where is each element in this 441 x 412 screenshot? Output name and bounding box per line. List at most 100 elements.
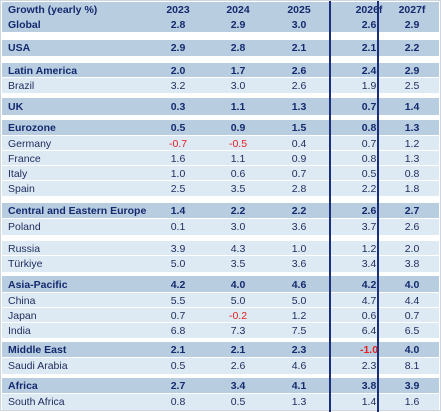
value-cell: 1.6 [170,152,186,165]
value-cell: 1.1 [230,100,246,113]
value-cell: 2.0 [404,242,420,255]
row-label: Global [8,18,41,31]
row-separator [2,77,439,78]
value-cell: 4.0 [404,344,420,356]
value-cell: -1.0 [359,344,379,356]
year-header: 2023 [166,3,190,16]
country-row: Saudi Arabia 0.5 2.6 4.6 2.3 8.1 [2,358,439,374]
value-cell: 1.0 [170,167,186,180]
value-cell: 0.7 [170,309,186,322]
country-row: Poland 0.1 3.0 3.6 3.7 2.6 [2,219,439,235]
value-cell: 1.6 [404,396,420,408]
value-cell: 8.1 [404,360,420,372]
value-cell: 0.6 [361,309,377,322]
value-cell: 3.8 [361,380,377,392]
value-cell: 0.5 [170,122,186,134]
value-cell: 2.8 [170,18,186,31]
row-label: China [8,294,36,307]
country-row: France 1.6 1.1 0.9 0.8 1.3 [2,151,439,166]
value-cell: 2.8 [291,182,307,195]
value-cell: 1.4 [170,205,186,217]
value-cell: 2.9 [404,18,420,31]
value-cell: 4.0 [230,278,246,291]
spacer-row [2,115,439,120]
value-cell: 0.7 [361,137,377,150]
year-header: 2025 [287,3,311,16]
value-cell: 1.9 [361,79,377,92]
value-cell: 4.1 [291,380,307,392]
country-row: Russia 3.9 4.3 1.0 1.2 2.0 [2,241,439,256]
row-label: France [8,152,41,165]
value-cell: 0.6 [230,167,246,180]
value-cell: 2.3 [291,344,307,356]
region-row: USA 2.9 2.8 2.1 2.1 2.2 [2,40,439,56]
region-row: Asia-Pacific 4.2 4.0 4.6 4.2 4.0 [2,276,439,293]
region-row: Global 2.8 2.9 3.0 2.6 2.9 [2,17,439,32]
value-cell: 2.9 [230,18,246,31]
value-cell: 2.7 [404,205,420,217]
value-cell: 5.5 [170,294,186,307]
value-cell: 0.3 [170,100,186,113]
value-cell: 1.3 [291,100,307,113]
row-separator [2,218,439,219]
row-label: UK [8,100,24,113]
value-cell: 4.4 [404,294,420,307]
value-cell: 0.4 [291,137,307,150]
forecast-divider [329,1,331,412]
row-label: Japan [8,309,37,322]
value-cell: 1.4 [361,396,377,408]
value-cell: 1.3 [404,152,420,165]
value-cell: 0.1 [170,221,186,233]
value-cell: 3.0 [291,18,307,31]
value-cell: 3.9 [404,380,420,392]
row-label: Russia [8,242,41,255]
value-cell: 2.2 [361,182,377,195]
value-cell: 0.8 [170,396,186,408]
region-row: Latin America 2.0 1.7 2.6 2.4 2.9 [2,63,439,78]
value-cell: -0.7 [168,137,188,150]
value-cell: 4.2 [361,278,377,291]
value-cell: 2.6 [404,221,420,233]
value-cell: 6.5 [404,324,420,337]
spacer-row [2,196,439,203]
country-row: Italy 1.0 0.6 0.7 0.5 0.8 [2,166,439,181]
row-label: USA [8,42,31,54]
row-label: Brazil [8,79,35,92]
region-row: Africa 2.7 3.4 4.1 3.8 3.9 [2,378,439,394]
row-separator [2,165,439,166]
row-label: India [8,324,31,337]
value-cell: 2.4 [361,64,377,77]
value-cell: 1.2 [404,137,420,150]
value-cell: 1.4 [404,100,420,113]
row-label: Latin America [8,64,78,77]
value-cell: 7.3 [230,324,246,337]
value-cell: 3.5 [230,258,246,270]
value-cell: -0.2 [228,309,248,322]
value-cell: 2.1 [361,42,377,54]
header-label: Growth (yearly %) [8,3,98,16]
value-cell: 0.7 [361,100,377,113]
value-cell: 3.9 [170,242,186,255]
value-cell: 0.8 [361,122,377,134]
value-cell: 5.0 [230,294,246,307]
value-cell: 4.0 [404,278,420,291]
value-cell: 5.0 [291,294,307,307]
row-label: Spain [8,182,35,195]
value-cell: 2.9 [170,42,186,54]
value-cell: -0.5 [228,137,248,150]
country-row: China 5.5 5.0 5.0 4.7 4.4 [2,293,439,308]
value-cell: 1.5 [291,122,307,134]
country-row: Germany -0.7 -0.5 0.4 0.7 1.2 [2,136,439,151]
value-cell: 1.2 [361,242,377,255]
country-row: Spain 2.5 3.5 2.8 2.2 1.8 [2,181,439,196]
value-cell: 0.5 [361,167,377,180]
value-cell: 2.6 [361,205,377,217]
value-cell: 3.6 [291,258,307,270]
value-cell: 3.5 [230,182,246,195]
row-separator [2,307,439,308]
value-cell: 2.6 [361,18,377,31]
spacer-row [2,32,439,40]
row-label: Germany [8,137,52,150]
row-separator [2,135,439,136]
value-cell: 0.8 [361,152,377,165]
